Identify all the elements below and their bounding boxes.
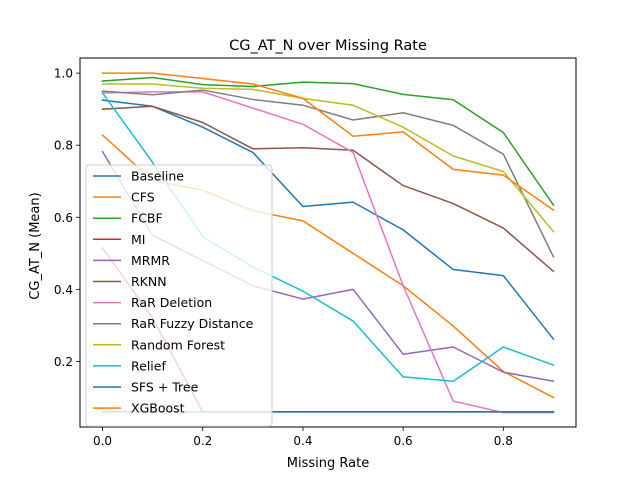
legend-box xyxy=(85,164,273,427)
x-tick-label: 0.0 xyxy=(93,434,112,448)
legend-label-0: Baseline xyxy=(131,169,184,184)
series-line-11 xyxy=(101,72,555,212)
legend-label-1: CFS xyxy=(131,190,155,205)
series-line-7 xyxy=(101,89,555,258)
legend-label-10: SFS + Tree xyxy=(131,380,199,395)
legend-label-8: Random Forest xyxy=(131,337,225,352)
legend: Baseline CFS FCBF MI MRMR RKNN RaR Deletion RaR… xyxy=(85,164,273,427)
legend-label-6: RaR Deletion xyxy=(131,295,212,310)
y-tick-label: 0.6 xyxy=(54,211,73,225)
x-tick-label: 0.6 xyxy=(394,434,413,448)
series-layer xyxy=(101,72,555,414)
legend-label-3: MI xyxy=(131,232,145,247)
series-line-8 xyxy=(101,83,555,233)
series-line-2 xyxy=(101,76,555,207)
legend-label-9: Relief xyxy=(131,358,166,373)
x-tick-label: 0.2 xyxy=(193,434,212,448)
series-line-0 xyxy=(101,99,555,341)
legend-label-5: RKNN xyxy=(131,274,167,289)
series-line-5 xyxy=(101,105,555,273)
plot-area-frame xyxy=(79,57,577,428)
y-tick-label: 1.0 xyxy=(54,67,73,81)
y-tick-label: 0.8 xyxy=(54,139,73,153)
y-axis-label: CG_AT_N (Mean) xyxy=(28,192,43,299)
legend-label-2: FCBF xyxy=(131,211,163,226)
chart-title: CG_AT_N over Missing Rate xyxy=(229,38,427,54)
legend-label-7: RaR Fuzzy Distance xyxy=(131,316,254,331)
x-tick-label: 0.4 xyxy=(293,434,312,448)
ticks-layer: 0.0 0.2 0.4 0.6 0.8 0.2 0.4 0.6 0.8 1.0 xyxy=(54,67,513,448)
x-axis-label: Missing Rate xyxy=(287,456,369,471)
y-tick-label: 0.2 xyxy=(54,355,73,369)
x-tick-label: 0.8 xyxy=(494,434,513,448)
legend-label-11: XGBoost xyxy=(131,401,185,416)
legend-label-4: MRMR xyxy=(131,253,170,268)
y-tick-label: 0.4 xyxy=(54,283,73,297)
